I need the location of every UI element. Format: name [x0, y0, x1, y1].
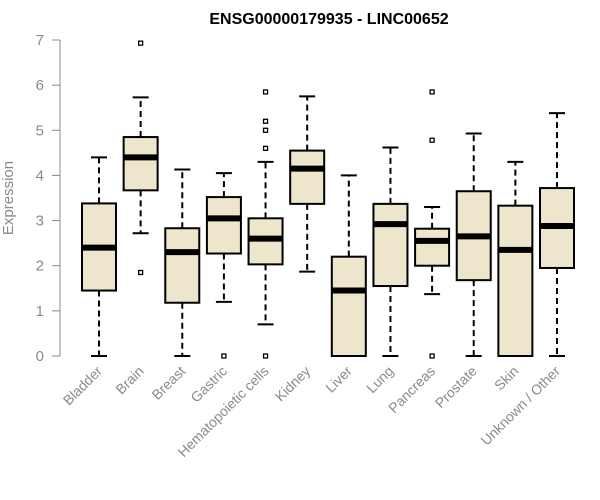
x-tick-label: Prostate [432, 363, 480, 411]
y-tick-label: 3 [36, 213, 44, 230]
chart-title: ENSG00000179935 - LINC00652 [209, 11, 448, 28]
outlier-point [262, 127, 269, 133]
iqr-box [289, 149, 326, 205]
x-tick-label: Unknown / Other [478, 363, 564, 449]
x-tick-label: Skin [491, 363, 522, 394]
box-9 [455, 132, 492, 357]
outlier-point [429, 137, 435, 143]
box-8 [414, 89, 451, 359]
x-tick-label: Brain [112, 363, 146, 397]
outlier-point [429, 89, 435, 95]
outlier-point [429, 353, 435, 359]
box-6 [330, 174, 367, 357]
iqr-box [372, 202, 409, 288]
y-tick-label: 6 [36, 77, 44, 94]
x-tick-label: Lung [363, 363, 396, 396]
box-0 [81, 156, 117, 357]
box-5 [289, 95, 326, 273]
outlier-point [262, 353, 269, 359]
iqr-box [414, 227, 451, 267]
y-tick-label: 1 [36, 303, 44, 320]
boxes-group [81, 40, 575, 359]
box-2 [164, 168, 201, 357]
y-tick-label: 2 [36, 258, 44, 275]
outlier-point [262, 145, 269, 151]
box-1 [122, 40, 159, 276]
x-tick-label: Liver [322, 363, 355, 396]
outlier-point [221, 353, 227, 359]
y-axis-label: Expression [0, 161, 17, 235]
iqr-box [330, 255, 367, 357]
y-tick-label: 4 [36, 167, 44, 184]
outlier-point [262, 118, 269, 124]
y-tick-label: 5 [36, 122, 44, 139]
x-tick-label: Kidney [272, 363, 314, 405]
outlier-point [137, 40, 144, 46]
outlier-point [137, 269, 144, 276]
box-7 [372, 146, 409, 357]
box-4 [247, 89, 284, 359]
box-3 [205, 172, 242, 359]
x-tick-label: Breast [148, 363, 188, 403]
iqr-box [497, 204, 534, 357]
box-10 [497, 160, 534, 357]
y-tick-label: 0 [36, 348, 44, 365]
iqr-box [122, 136, 159, 192]
outlier-point [262, 89, 269, 95]
x-tick-label: Bladder [60, 363, 106, 409]
y-tick-label: 7 [36, 32, 44, 49]
box-11 [539, 112, 575, 357]
iqr-box [164, 227, 201, 304]
iqr-box [205, 196, 242, 255]
y-axis: 0 1 2 3 4 5 6 7 [36, 32, 61, 365]
